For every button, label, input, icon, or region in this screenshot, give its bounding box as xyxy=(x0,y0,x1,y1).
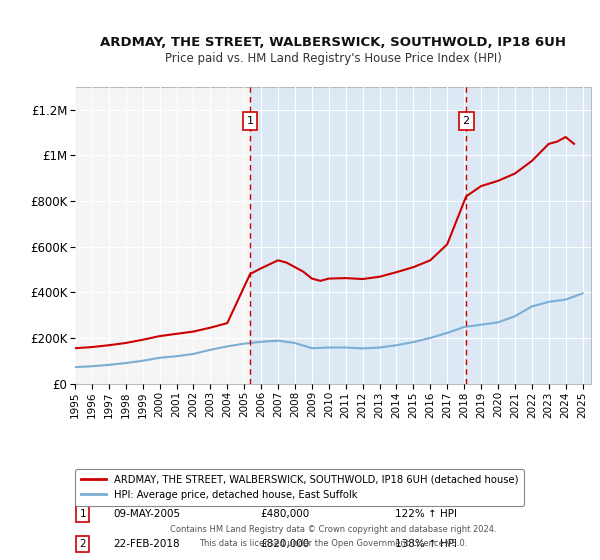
Text: 1: 1 xyxy=(79,509,86,519)
Text: ARDMAY, THE STREET, WALBERSWICK, SOUTHWOLD, IP18 6UH: ARDMAY, THE STREET, WALBERSWICK, SOUTHWO… xyxy=(100,35,566,49)
Text: Contains HM Land Registry data © Crown copyright and database right 2024.
This d: Contains HM Land Registry data © Crown c… xyxy=(170,525,496,548)
Text: 1: 1 xyxy=(247,116,254,126)
Text: 2: 2 xyxy=(463,116,470,126)
Legend: ARDMAY, THE STREET, WALBERSWICK, SOUTHWOLD, IP18 6UH (detached house), HPI: Aver: ARDMAY, THE STREET, WALBERSWICK, SOUTHWO… xyxy=(75,469,524,506)
Text: 122% ↑ HPI: 122% ↑ HPI xyxy=(395,509,457,519)
Text: £480,000: £480,000 xyxy=(261,509,310,519)
Text: 138% ↑ HPI: 138% ↑ HPI xyxy=(395,539,457,549)
Text: 09-MAY-2005: 09-MAY-2005 xyxy=(114,509,181,519)
Text: Price paid vs. HM Land Registry's House Price Index (HPI): Price paid vs. HM Land Registry's House … xyxy=(164,52,502,66)
Text: 22-FEB-2018: 22-FEB-2018 xyxy=(114,539,181,549)
Bar xyxy=(250,87,591,384)
Text: £820,000: £820,000 xyxy=(261,539,310,549)
Text: 2: 2 xyxy=(79,539,86,549)
Bar xyxy=(75,87,250,384)
